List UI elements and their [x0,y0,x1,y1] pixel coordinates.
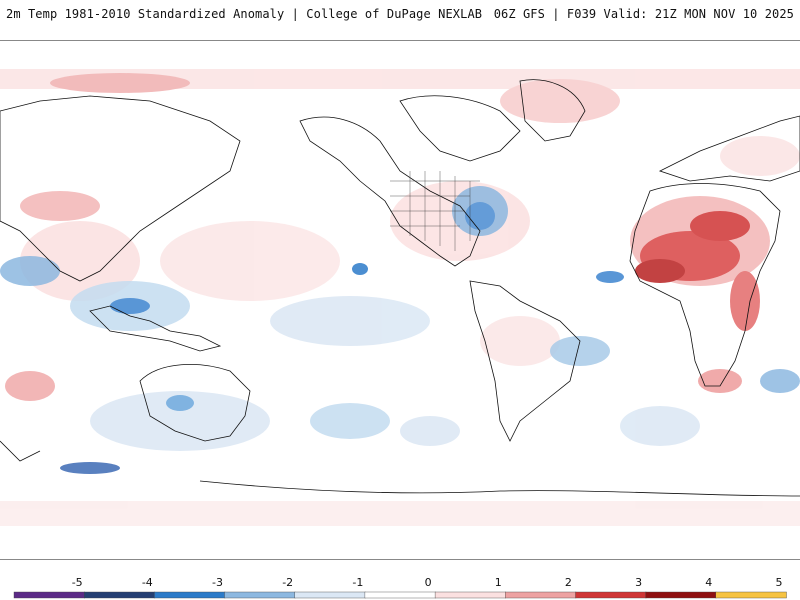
colorbar-segments [13,591,787,599]
colorbar-tick-label: -2 [282,576,293,589]
colorbar-segment [364,591,436,599]
colorbar-segment [505,591,577,599]
colorbar-tick-label: -1 [352,576,363,589]
colorbar-segment [575,591,647,599]
colorbar-tick-label: 3 [635,576,642,589]
colorbar-segment [715,591,787,599]
colorbar-tick-label: 1 [495,576,502,589]
colorbar-ticks: -5 -4 -3 -2 -1 0 1 2 3 4 5 [72,576,783,589]
colorbar-tick-label: 4 [705,576,712,589]
anomaly-colorbar: -5 -4 -3 -2 -1 0 1 2 3 4 5 [0,560,800,600]
colorbar-segment [13,591,85,599]
colorbar-segment [645,591,717,599]
cold-anomaly-shading [0,186,800,474]
colorbar-tick-label: 2 [565,576,572,589]
anomaly-map[interactable] [0,41,800,560]
us-state-borders [390,171,480,251]
colorbar-segment [83,591,156,599]
colorbar-tick-label: 0 [425,576,432,589]
colorbar-tick-label: -5 [72,576,83,589]
map-title: 2m Temp 1981-2010 Standardized Anomaly |… [6,7,483,21]
colorbar-tick-label: -3 [212,576,223,589]
colorbar-tick-label: 5 [776,576,783,589]
coastlines [0,79,800,497]
colorbar-segment [154,591,226,599]
colorbar-segment [224,591,296,599]
colorbar-segment [434,591,507,599]
model-valid-time: 06Z GFS | F039 Valid: 21Z MON NOV 10 202… [493,7,794,21]
map-header: 2m Temp 1981-2010 Standardized Anomaly |… [0,0,800,41]
colorbar-tick-label: -4 [142,576,153,589]
colorbar-segment [294,591,366,599]
